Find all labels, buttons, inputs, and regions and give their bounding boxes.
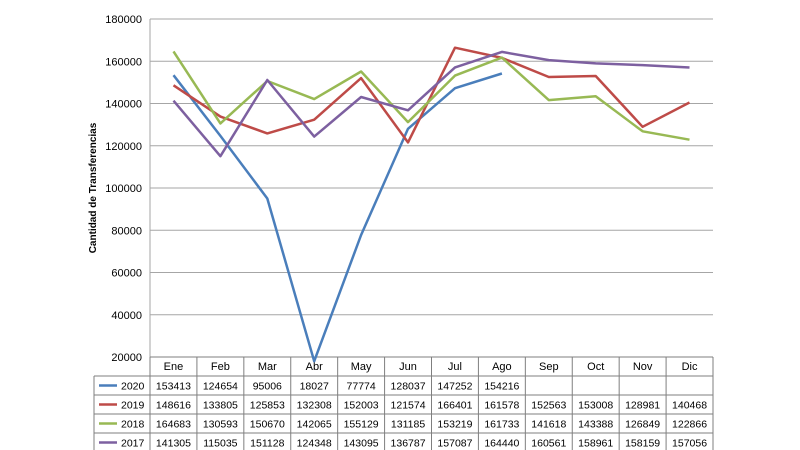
data-label: 153008 xyxy=(578,400,613,412)
data-label: 128981 xyxy=(625,400,660,412)
legend-label: 2017 xyxy=(121,438,145,450)
data-label: 125853 xyxy=(250,400,285,412)
legend-label: 2020 xyxy=(121,381,145,393)
y-tick-label: 60000 xyxy=(111,268,142,280)
data-label: 124348 xyxy=(297,438,332,450)
data-label: 142065 xyxy=(297,419,332,431)
x-tick-label: Oct xyxy=(587,361,604,373)
data-label: 147252 xyxy=(437,381,472,393)
x-tick-label: Feb xyxy=(211,361,230,373)
data-label: 130593 xyxy=(203,419,238,431)
data-label: 141305 xyxy=(156,438,191,450)
y-tick-label: 20000 xyxy=(111,352,142,364)
data-label: 166401 xyxy=(437,400,472,412)
data-label: 153219 xyxy=(437,419,472,431)
data-label: 115035 xyxy=(203,438,237,450)
y-tick-label: 100000 xyxy=(105,183,142,195)
data-label: 143095 xyxy=(344,438,379,450)
x-tick-label: Abr xyxy=(306,361,323,373)
legend-label: 2019 xyxy=(121,400,145,412)
x-tick-label: Ago xyxy=(492,361,512,373)
data-label: 136787 xyxy=(391,438,426,450)
y-tick-label: 120000 xyxy=(105,141,142,153)
data-label: 152003 xyxy=(344,400,379,412)
data-label: 157087 xyxy=(437,438,472,450)
data-label: 155129 xyxy=(344,419,379,431)
data-label: 122866 xyxy=(672,419,707,431)
data-label: 151128 xyxy=(250,438,284,450)
series-line-2020 xyxy=(172,72,503,363)
data-label: 140468 xyxy=(672,400,707,412)
data-label: 131185 xyxy=(391,419,425,431)
series-line-2019 xyxy=(172,46,691,144)
data-label: 95006 xyxy=(253,381,282,393)
data-label: 161578 xyxy=(484,400,519,412)
data-label: 126849 xyxy=(625,419,660,431)
data-label: 158961 xyxy=(578,438,613,450)
data-label: 154216 xyxy=(484,381,519,393)
y-tick-label: 80000 xyxy=(111,225,142,237)
x-tick-label: Dic xyxy=(682,361,698,373)
series-line-2017 xyxy=(172,50,690,158)
x-tick-label: May xyxy=(351,361,372,373)
x-tick-label: Mar xyxy=(258,361,277,373)
x-tick-label: Nov xyxy=(633,361,653,373)
y-axis-label: Cantidad de Transferencias xyxy=(88,122,99,253)
data-label: 164683 xyxy=(156,419,191,431)
data-label: 132308 xyxy=(297,400,332,412)
x-tick-label: Sep xyxy=(539,361,559,373)
data-label: 133805 xyxy=(203,400,238,412)
data-label: 164440 xyxy=(484,438,519,450)
data-label: 128037 xyxy=(391,381,426,393)
data-label: 77774 xyxy=(347,381,376,393)
data-label: 152563 xyxy=(531,400,566,412)
legend-label: 2018 xyxy=(121,419,145,431)
data-label: 158159 xyxy=(625,438,660,450)
data-label: 141618 xyxy=(531,419,566,431)
x-tick-label: Ene xyxy=(164,361,184,373)
data-label: 160561 xyxy=(531,438,566,450)
x-tick-label: Jul xyxy=(448,361,462,373)
y-tick-label: 40000 xyxy=(111,310,142,322)
data-label: 148616 xyxy=(156,400,191,412)
y-tick-label: 160000 xyxy=(105,56,142,68)
series-line-2018 xyxy=(172,50,690,141)
data-label: 161733 xyxy=(484,419,519,431)
x-tick-label: Jun xyxy=(399,361,417,373)
data-label: 157056 xyxy=(672,438,707,450)
data-label: 150670 xyxy=(250,419,285,431)
y-tick-label: 180000 xyxy=(105,14,142,26)
data-label: 18027 xyxy=(300,381,329,393)
y-tick-label: 140000 xyxy=(105,99,142,111)
data-label: 143388 xyxy=(578,419,613,431)
data-label: 153413 xyxy=(156,381,191,393)
data-label: 121574 xyxy=(391,400,426,412)
data-label: 124654 xyxy=(203,381,238,393)
